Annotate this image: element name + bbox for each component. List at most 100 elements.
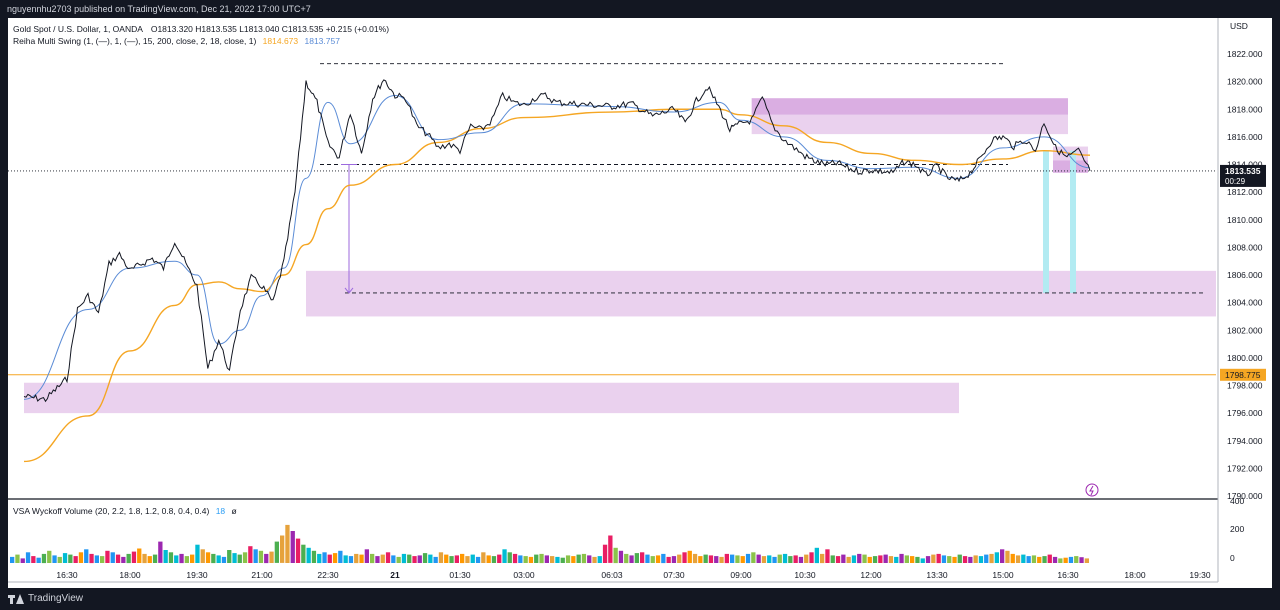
volume-bar [735, 555, 740, 563]
volume-bar [31, 556, 36, 563]
volume-bar [237, 554, 242, 563]
price-tick-label: 1810.000 [1227, 215, 1263, 225]
volume-bar [835, 556, 841, 563]
volume-bar [804, 554, 809, 563]
volume-bar [640, 552, 645, 563]
volume-bar [708, 555, 714, 563]
volume-bar [1000, 549, 1005, 563]
volume-bar [655, 555, 661, 563]
volume-bar [211, 553, 216, 564]
price-tick-label: 1814.000 [1227, 160, 1263, 170]
volume-bar [343, 555, 348, 563]
ma-level-badge[interactable] [1220, 368, 1266, 381]
volume-bar [767, 555, 772, 563]
supply-demand-zone[interactable] [751, 98, 1068, 115]
price-tick-label: 1808.000 [1227, 242, 1263, 252]
indicator-value-fast: 1813.757 [304, 36, 340, 46]
price-chart[interactable]: 1822.000 1820.000 1818.000 1816.000 1814.000… [8, 18, 1272, 588]
volume-bar [894, 556, 899, 563]
time-tick-label: 12:00 [860, 570, 882, 580]
fast-ma-line[interactable] [23, 94, 1091, 400]
publish-info: nguyennhu2703 published on TradingView.c… [7, 4, 311, 14]
volume-bar [761, 556, 767, 563]
supply-demand-zone[interactable] [306, 270, 1216, 317]
indicator-name[interactable]: Reiha Multi Swing (1, (—), 1, (—), 15, 2… [13, 36, 257, 46]
volume-bar [380, 554, 385, 563]
volume-bar [41, 553, 47, 564]
volume-bar [661, 553, 666, 564]
time-tick-label: 21:00 [251, 570, 273, 580]
measure-arrow-head [344, 287, 354, 294]
volume-bar [221, 556, 227, 563]
symbol-name[interactable]: Gold Spot / U.S. Dollar, 1, OANDA [13, 24, 143, 34]
volume-bar [115, 554, 121, 563]
volume-bar [910, 556, 915, 563]
volume-bar [396, 556, 401, 563]
volume-bar [904, 555, 909, 563]
volume-bar [957, 554, 962, 563]
volume-bar [10, 556, 15, 563]
volume-bar [931, 554, 936, 563]
volume-bar [740, 556, 745, 563]
alert-icon[interactable] [1085, 483, 1099, 497]
volume-bar [846, 556, 851, 563]
symbol-legend[interactable]: Gold Spot / U.S. Dollar, 1, OANDA O1813.… [13, 24, 389, 34]
supply-demand-zone[interactable] [751, 114, 1068, 135]
volume-bar [952, 556, 957, 563]
indicator-value-slow: 1814.673 [262, 36, 299, 46]
volume-bar [36, 557, 41, 563]
volume-bar [994, 552, 999, 563]
volume-bar [883, 554, 888, 563]
volume-bar [486, 555, 491, 563]
volume-tick-label: 200 [1230, 524, 1244, 534]
volume-bar [751, 552, 756, 563]
volume-bar [560, 557, 565, 563]
volume-bar [274, 541, 279, 563]
volume-bar [84, 549, 89, 563]
last-price-badge[interactable] [1220, 164, 1266, 187]
volume-bar [163, 550, 168, 563]
time-tick-label: 06:03 [601, 570, 623, 580]
volume-bar [592, 556, 597, 563]
time-tick-label: 18:00 [1124, 570, 1146, 580]
tradingview-logo-icon [8, 593, 24, 604]
volume-bar [25, 552, 31, 563]
volume-bar [285, 524, 290, 563]
volume-bar [465, 556, 470, 563]
volume-bar [597, 556, 602, 563]
volume-bar [941, 555, 947, 563]
volume-bar [1037, 556, 1042, 563]
volume-bar [618, 550, 624, 563]
volume-legend[interactable]: VSA Wyckoff Volume (20, 2.2, 1.8, 1.2, 0… [13, 506, 237, 516]
price-line[interactable] [23, 79, 1091, 403]
volume-bar [671, 556, 677, 563]
volume-bar [698, 556, 703, 563]
volume-bar [110, 552, 115, 563]
supply-demand-zone[interactable] [24, 382, 959, 414]
tradingview-logo[interactable]: TradingView [8, 593, 83, 604]
chart-panel[interactable]: 1822.000 1820.000 1818.000 1816.000 1814.000… [8, 18, 1272, 588]
volume-bar [756, 554, 761, 563]
price-tick-label: 1798.000 [1227, 381, 1263, 391]
volume-bar [364, 549, 369, 563]
volume-bar [158, 541, 163, 563]
volume-bar [841, 554, 846, 563]
volume-bar [645, 554, 650, 563]
cyan-bar [1043, 150, 1049, 293]
volume-bar [15, 554, 20, 563]
volume-bar [899, 553, 904, 564]
volume-bar [73, 556, 78, 563]
volume-bar [216, 555, 221, 563]
volume-indicator-name[interactable]: VSA Wyckoff Volume (20, 2.2, 1.8, 1.2, 0… [13, 506, 210, 516]
volume-bar [385, 552, 391, 563]
indicator-legend[interactable]: Reiha Multi Swing (1, (—), 1, (—), 15, 2… [13, 36, 340, 46]
time-tick-label: 07:30 [663, 570, 685, 580]
volume-bar [915, 556, 920, 563]
volume-bar [200, 549, 205, 563]
volume-bar [862, 554, 867, 563]
volume-bar [523, 556, 528, 563]
volume-bar [327, 554, 332, 563]
volume-bar [417, 555, 422, 563]
price-tick-label: 1806.000 [1227, 270, 1263, 280]
volume-bar [962, 556, 968, 563]
